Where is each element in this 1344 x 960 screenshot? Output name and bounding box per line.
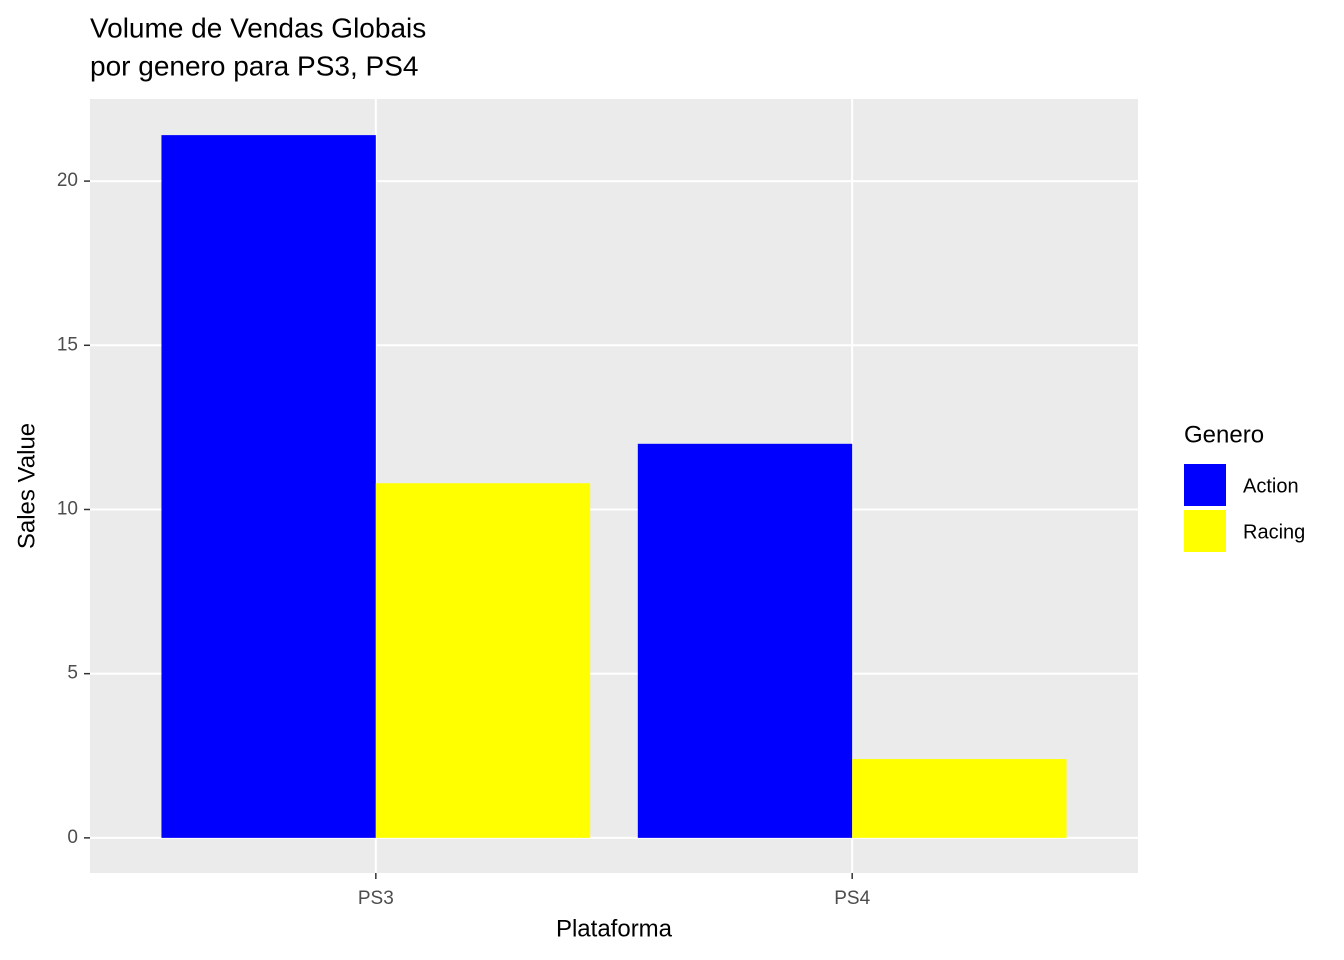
chart-title: por genero para PS3, PS4 — [90, 50, 418, 81]
legend-label: Action — [1243, 475, 1299, 497]
bar — [161, 135, 376, 838]
bar — [375, 483, 591, 838]
x-axis-title: Plataforma — [556, 915, 673, 942]
legend-key — [1184, 464, 1226, 506]
y-tick-label: 10 — [57, 498, 78, 519]
y-axis-title: Sales Value — [13, 423, 40, 549]
y-tick-label: 15 — [57, 334, 78, 355]
chart-title: Volume de Vendas Globais — [90, 12, 426, 43]
y-tick-label: 5 — [67, 663, 78, 684]
bar — [852, 759, 1067, 838]
legend-title: Genero — [1184, 421, 1264, 448]
y-tick-label: 0 — [67, 827, 78, 848]
legend-key — [1184, 510, 1226, 552]
x-tick-label: PS4 — [834, 888, 870, 909]
bar — [637, 443, 853, 838]
x-tick-label: PS3 — [358, 888, 394, 909]
legend-label: Racing — [1243, 521, 1305, 543]
y-tick-label: 20 — [57, 170, 78, 191]
